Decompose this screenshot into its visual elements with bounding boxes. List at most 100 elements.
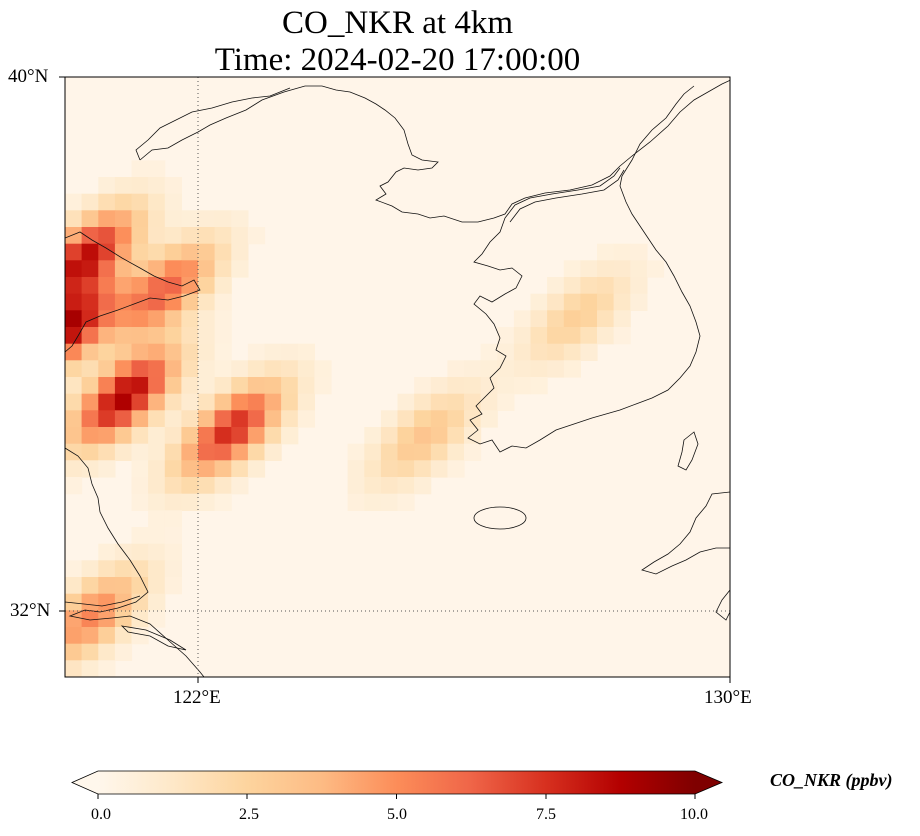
field-cell [198, 227, 216, 245]
field-cell [198, 243, 216, 261]
field-cell [98, 577, 116, 595]
field-cell [530, 360, 548, 378]
field-cell [81, 427, 99, 445]
field-cell [198, 443, 216, 461]
field-cell [98, 443, 116, 461]
field-cell [131, 393, 149, 411]
field-cell [181, 310, 199, 328]
map-title: CO_NKR at 4km [282, 5, 513, 41]
field-cell [98, 643, 116, 661]
field-cell [65, 593, 83, 611]
field-cell [198, 493, 216, 511]
field-cell [131, 193, 149, 211]
field-cell [81, 260, 99, 278]
field-cell [148, 293, 166, 311]
field-cell [81, 560, 99, 578]
field-cell [214, 293, 232, 311]
kyushu-south [715, 589, 730, 621]
field-cell [364, 477, 382, 495]
field-cell [65, 360, 83, 378]
field-cell [65, 343, 83, 361]
field-cell [81, 460, 99, 478]
field-cell [513, 327, 532, 345]
field-cell [148, 510, 166, 528]
field-cell [131, 560, 149, 578]
field-cell [81, 310, 99, 328]
field-cell [164, 343, 182, 361]
field-cell [563, 293, 581, 311]
field-cell [65, 260, 83, 278]
field-cell [380, 410, 399, 428]
field-cell [65, 477, 83, 495]
field-cell [164, 360, 182, 378]
field-cell [148, 443, 166, 461]
field-cell [247, 410, 266, 428]
field-cell [530, 293, 548, 311]
field-cell [281, 393, 299, 411]
field-cell [198, 460, 216, 478]
field-cell [164, 410, 182, 428]
field-cell [131, 227, 149, 245]
field-cell [297, 393, 315, 411]
field-cell [131, 310, 149, 328]
field-cell [148, 560, 166, 578]
field-cell [148, 360, 166, 378]
field-cell [397, 493, 415, 511]
field-cell [148, 210, 166, 228]
field-cell [231, 410, 249, 428]
field-cell [114, 260, 133, 278]
field-cell [65, 310, 83, 328]
field-cell [81, 377, 99, 395]
field-cell [214, 327, 232, 345]
field-cell [597, 243, 615, 261]
field-cell [247, 393, 266, 411]
field-cell [98, 177, 116, 195]
field-cell [281, 427, 299, 445]
field-cell [397, 410, 415, 428]
coastline-korea-west [467, 175, 701, 453]
field-cell [164, 527, 182, 545]
field-cell [65, 577, 83, 595]
field-cell [281, 360, 299, 378]
field-cell [131, 327, 149, 345]
kyushu-coast [641, 491, 730, 575]
field-cell [198, 260, 216, 278]
field-cell [580, 260, 598, 278]
field-cell [131, 293, 149, 311]
field-cell [164, 477, 182, 495]
field-cell [247, 227, 266, 245]
field-cell [247, 443, 266, 461]
jeju-island [473, 506, 527, 530]
field-cell [131, 277, 149, 295]
field-cell [231, 243, 249, 261]
field-cell [114, 593, 133, 611]
field-cell [164, 310, 182, 328]
lon-tick-label-122: 122°E [173, 687, 221, 708]
field-cell [414, 377, 432, 395]
field-cell [114, 443, 133, 461]
field-cell [114, 227, 133, 245]
field-cell [214, 493, 232, 511]
field-cell [164, 327, 182, 345]
field-cell [148, 577, 166, 595]
field-cell [630, 293, 648, 311]
field-cell [81, 627, 99, 645]
field-cell [430, 443, 448, 461]
field-cell [98, 410, 116, 428]
field-cell [264, 410, 282, 428]
field-cell [98, 210, 116, 228]
field-cell [214, 477, 232, 495]
field-cell [81, 210, 99, 228]
field-cell [98, 393, 116, 411]
field-cell [597, 293, 615, 311]
field-cell [497, 377, 515, 395]
field-cell [98, 543, 116, 561]
field-cell [198, 410, 216, 428]
field-cell [98, 627, 116, 645]
field-cell [98, 260, 116, 278]
field-cell [131, 527, 149, 545]
field-cell [447, 360, 465, 378]
field-cell [65, 660, 83, 677]
field-cell [131, 343, 149, 361]
field-cell [164, 543, 182, 561]
